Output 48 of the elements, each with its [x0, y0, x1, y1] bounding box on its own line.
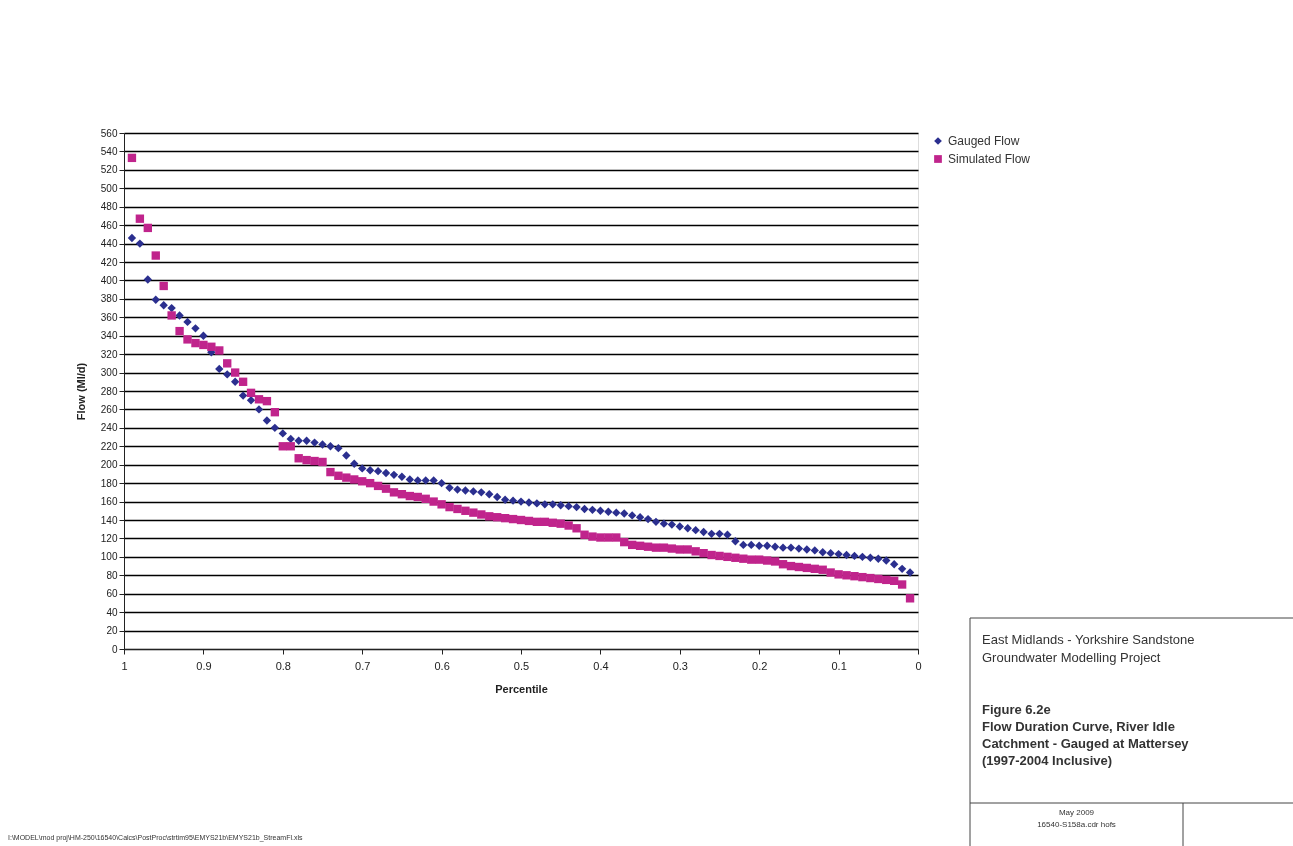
- y-tick-label: 300: [100, 367, 118, 379]
- x-tick-label: 1: [121, 659, 128, 672]
- y-tick-label: 320: [100, 348, 118, 360]
- legend-label: Gauged Flow: [948, 134, 1020, 148]
- y-tick-label: 380: [100, 293, 118, 305]
- x-axis-title: Percentile: [495, 682, 548, 695]
- y-tick-label: 400: [100, 274, 118, 286]
- y-tick-label: 340: [100, 330, 118, 342]
- y-tick-label: 480: [100, 201, 118, 213]
- x-tick-label: 0.8: [275, 659, 291, 672]
- legend-label: Simulated Flow: [948, 152, 1031, 166]
- y-tick-label: 0: [111, 643, 118, 655]
- y-tick-label: 260: [100, 403, 118, 415]
- y-axis-title: Flow (Ml/d): [74, 362, 87, 421]
- y-tick-label: 360: [100, 311, 118, 323]
- y-tick-label: 120: [100, 532, 118, 544]
- x-tick-label: 0.2: [752, 659, 768, 672]
- text: East Midlands - Yorkshire Sandstone Groundwater Modelling Project: [982, 632, 1195, 665]
- text: 16540-S158a.cdr hofs: [1037, 820, 1116, 829]
- y-tick-label: 500: [100, 182, 118, 194]
- x-tick-label: 0.9: [196, 659, 212, 672]
- y-tick-label: 420: [100, 256, 118, 268]
- y-tick-label: 560: [100, 127, 118, 139]
- y-tick-label: 180: [100, 477, 118, 489]
- y-tick-label: 100: [100, 551, 118, 563]
- x-tick-label: 0.1: [831, 659, 847, 672]
- x-tick-label: 0.7: [355, 659, 371, 672]
- x-tick-label: 0.5: [513, 659, 530, 672]
- x-tick-label: 0.3: [672, 659, 688, 672]
- y-tick-label: 20: [106, 625, 118, 637]
- y-tick-label: 520: [100, 164, 118, 176]
- y-tick-label: 540: [100, 145, 118, 157]
- y-tick-label: 140: [100, 514, 118, 526]
- x-tick-label: 0: [915, 659, 922, 672]
- y-tick-label: 80: [106, 569, 118, 581]
- x-tick-label: 0.4: [593, 659, 609, 672]
- y-tick-label: 40: [106, 606, 118, 618]
- y-tick-label: 200: [100, 459, 118, 471]
- y-tick-label: 240: [100, 422, 118, 434]
- x-tick-label: 0.6: [434, 659, 450, 672]
- text: Figure 6.2e Flow Duration Curve, River Idle Catchment - Gauged at Mattersey (1997-2004 Inclusive): [982, 702, 1190, 768]
- y-tick-label: 220: [100, 440, 118, 452]
- y-tick-label: 460: [100, 219, 118, 231]
- y-tick-label: 280: [100, 385, 118, 397]
- y-tick-label: 440: [100, 238, 118, 250]
- y-tick-label: 160: [100, 496, 118, 508]
- y-tick-label: 60: [106, 588, 118, 600]
- text: May 2009: [1058, 808, 1095, 817]
